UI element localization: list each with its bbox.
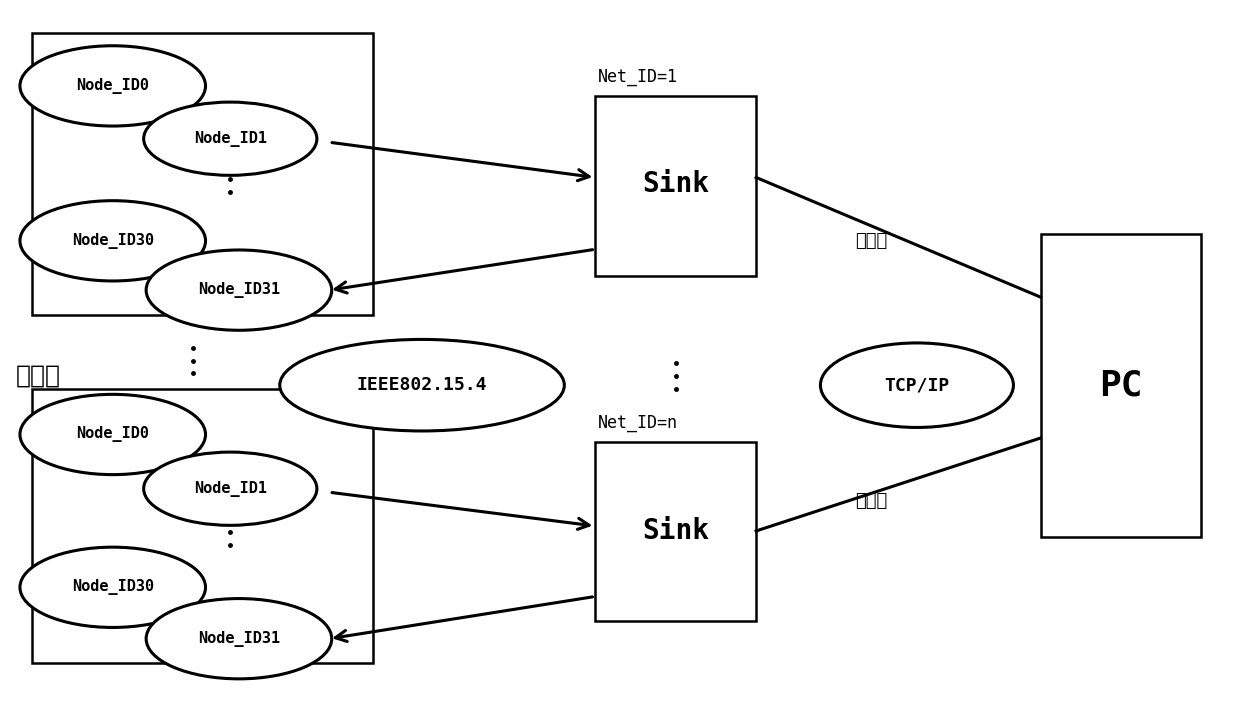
Ellipse shape <box>20 201 206 281</box>
Ellipse shape <box>280 339 564 431</box>
Ellipse shape <box>146 250 332 330</box>
Text: Sink: Sink <box>642 170 709 199</box>
Text: 以太网: 以太网 <box>856 232 888 250</box>
Text: Net_ID=1: Net_ID=1 <box>598 68 678 86</box>
Text: TCP/IP: TCP/IP <box>884 376 950 395</box>
Text: IEEE802.15.4: IEEE802.15.4 <box>357 376 487 395</box>
Bar <box>32 389 372 663</box>
Bar <box>595 442 756 621</box>
Text: Node_ID0: Node_ID0 <box>76 426 149 443</box>
Ellipse shape <box>20 46 206 126</box>
Ellipse shape <box>144 102 317 175</box>
Ellipse shape <box>821 343 1013 428</box>
Text: 端节点: 端节点 <box>16 364 61 388</box>
Text: PC: PC <box>1100 368 1143 402</box>
Text: Node_ID30: Node_ID30 <box>72 233 154 249</box>
Ellipse shape <box>20 547 206 627</box>
Text: Node_ID30: Node_ID30 <box>72 579 154 595</box>
Text: Node_ID1: Node_ID1 <box>193 481 267 497</box>
Text: Net_ID=n: Net_ID=n <box>598 414 678 431</box>
Text: 以太网: 以太网 <box>856 492 888 510</box>
Text: Node_ID0: Node_ID0 <box>76 78 149 94</box>
Ellipse shape <box>146 599 332 679</box>
Text: Sink: Sink <box>642 517 709 545</box>
Bar <box>32 33 372 315</box>
Text: Node_ID31: Node_ID31 <box>198 631 280 647</box>
Text: Node_ID31: Node_ID31 <box>198 282 280 298</box>
Ellipse shape <box>144 452 317 525</box>
Text: Node_ID1: Node_ID1 <box>193 131 267 147</box>
Bar <box>595 96 756 276</box>
Ellipse shape <box>20 395 206 474</box>
Bar <box>1040 234 1202 537</box>
